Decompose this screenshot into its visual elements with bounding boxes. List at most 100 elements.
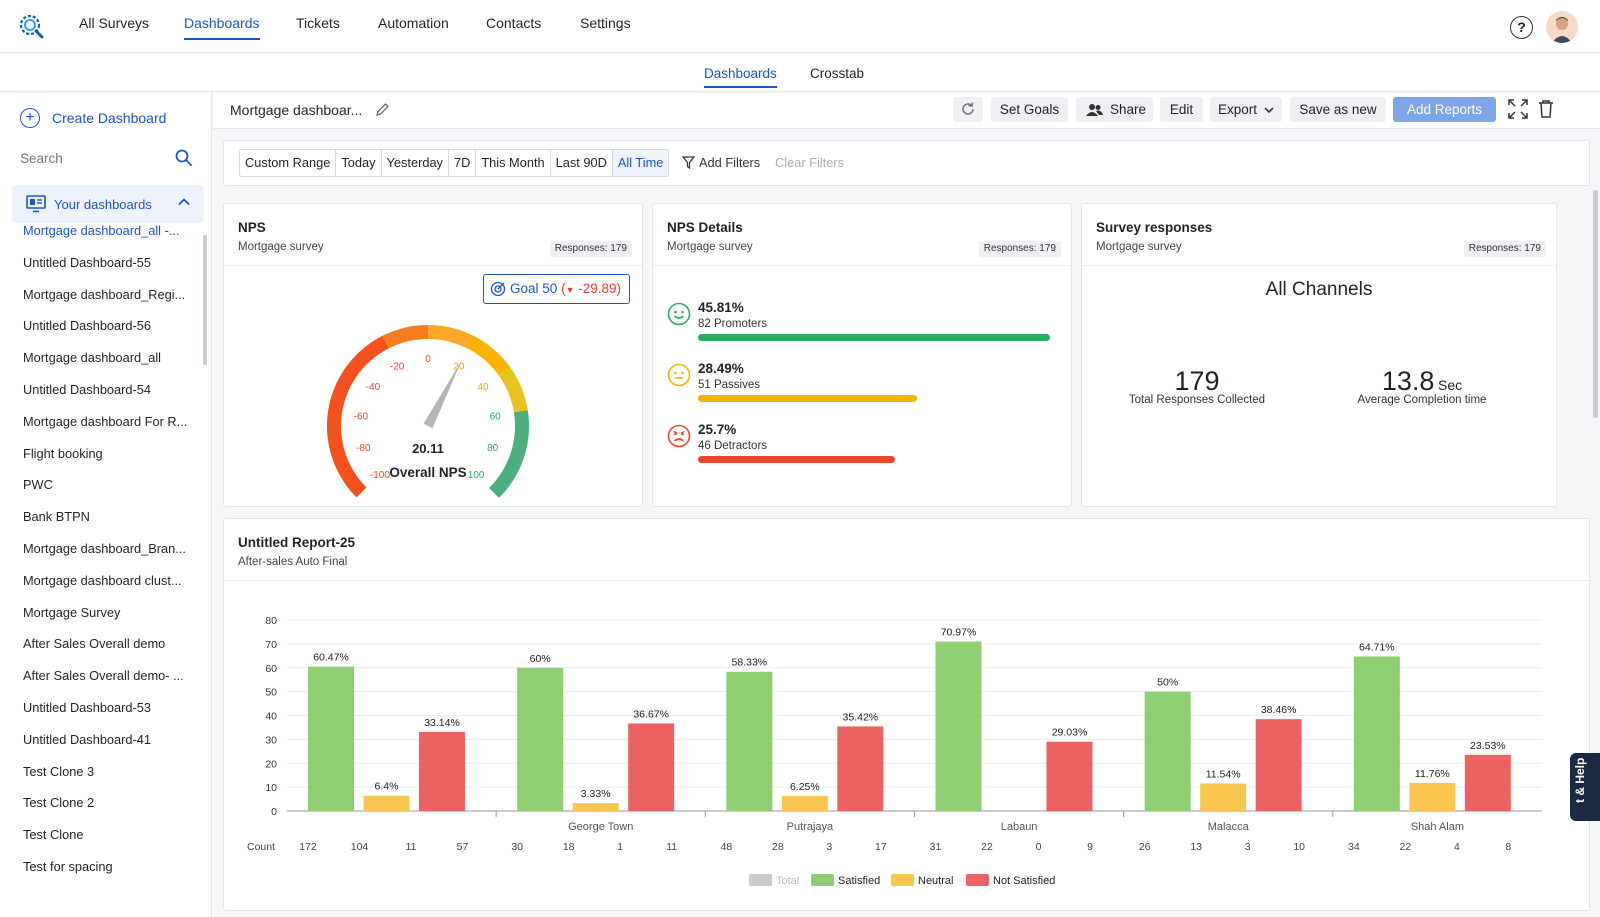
gauge-arc-segment (330, 448, 346, 458)
bar-satisfied[interactable] (517, 667, 564, 811)
range-today[interactable]: Today (336, 150, 382, 176)
nav-automation[interactable]: Automation (378, 15, 449, 31)
bar-satisfied[interactable] (308, 666, 354, 811)
legend-label[interactable]: Total (776, 875, 799, 887)
bar-neutral[interactable] (572, 803, 619, 811)
legend-label[interactable]: Neutral (918, 875, 953, 887)
sidebar-dashboard-item[interactable]: Mortgage dashboard_Bran... (23, 540, 186, 556)
bar-not-satisfied[interactable] (1464, 754, 1511, 811)
bar-neutral[interactable] (781, 796, 828, 811)
nav-settings[interactable]: Settings (580, 15, 631, 31)
gauge-arc-segment (328, 404, 343, 413)
tab-dashboards[interactable]: Dashboards (704, 66, 777, 88)
bar-satisfied[interactable] (726, 671, 773, 811)
save-as-new-button[interactable]: Save as new (1290, 97, 1386, 122)
range-all-time[interactable]: All Time (612, 150, 669, 176)
gauge-arc-segment (512, 440, 528, 449)
edit-pencil-icon[interactable] (375, 102, 390, 117)
sidebar-dashboard-item[interactable]: Test Clone (23, 827, 84, 843)
legend-label[interactable]: Satisfied (838, 875, 880, 887)
responses-badge: Responses: 179 (978, 241, 1061, 257)
legend-swatch[interactable] (966, 874, 989, 886)
range-yesterday[interactable]: Yesterday (382, 150, 449, 176)
avatar[interactable] (1546, 11, 1578, 43)
plus-circle-icon: + (20, 108, 40, 128)
sidebar-dashboard-item[interactable]: Mortgage dashboard clust... (23, 572, 182, 588)
legend-label[interactable]: Not Satisfied (993, 875, 1055, 887)
gauge-arc-segment (329, 444, 345, 453)
bar-satisfied[interactable] (1144, 691, 1191, 811)
legend-swatch[interactable] (891, 874, 914, 886)
share-button[interactable]: Share (1076, 97, 1153, 122)
avg-completion-label: Average Completion time (1357, 394, 1487, 406)
export-dropdown[interactable]: Export (1210, 97, 1282, 122)
main-scrollbar[interactable] (1593, 190, 1598, 418)
sidebar-dashboard-item[interactable]: Mortgage Survey (23, 604, 121, 620)
sidebar-dashboard-item[interactable]: Test for spacing (23, 858, 113, 874)
bar-neutral[interactable] (363, 795, 410, 811)
bar-data-label: 6.4% (375, 781, 399, 793)
sidebar-scrollbar[interactable] (203, 235, 207, 365)
range-last-90d[interactable]: Last 90D (551, 150, 613, 176)
sidebar-dashboard-item[interactable]: Test Clone 3 (23, 763, 95, 779)
bar-neutral[interactable] (1409, 782, 1456, 811)
range-7d[interactable]: 7D (449, 150, 477, 176)
gauge-arc-segment (328, 440, 344, 449)
nav-dashboards[interactable]: Dashboards (184, 15, 260, 40)
trash-icon[interactable] (1536, 99, 1556, 119)
gauge-arc-segment (502, 374, 518, 386)
gauge-arc-segment (463, 333, 475, 349)
bar-not-satisfied[interactable] (837, 726, 884, 811)
sidebar-dashboard-item[interactable]: Mortgage dashboard_Regi... (23, 286, 186, 302)
sidebar-dashboard-item[interactable]: Untitled Dashboard-53 (23, 699, 152, 715)
nav-tickets[interactable]: Tickets (296, 15, 340, 31)
legend-swatch[interactable] (749, 874, 772, 886)
bar-not-satisfied[interactable] (1046, 741, 1093, 811)
legend-swatch[interactable] (811, 874, 834, 886)
sidebar-dashboard-item[interactable]: Untitled Dashboard-56 (23, 318, 152, 334)
fullscreen-icon[interactable] (1508, 99, 1528, 119)
bar-neutral[interactable] (1200, 783, 1247, 811)
range-custom[interactable]: Custom Range (240, 150, 337, 176)
sidebar-dashboard-item[interactable]: Flight booking (23, 445, 103, 461)
gauge-arc-segment (355, 351, 369, 366)
help-tab[interactable]: t & Help (1570, 753, 1600, 821)
sidebar-dashboard-item[interactable]: Test Clone 2 (23, 795, 95, 811)
nav-contacts[interactable]: Contacts (486, 15, 542, 31)
bar-not-satisfied[interactable] (628, 723, 675, 811)
bar-satisfied[interactable] (1353, 656, 1400, 811)
add-reports-button[interactable]: Add Reports (1393, 97, 1496, 122)
bar-not-satisfied[interactable] (419, 731, 465, 811)
sidebar-dashboard-item[interactable]: After Sales Overall demo (23, 636, 166, 652)
bar-data-label: 11.54% (1206, 768, 1241, 780)
nps-detail-percent: 45.81% (698, 300, 744, 315)
search-input[interactable] (20, 145, 160, 171)
sidebar-dashboard-item[interactable]: Mortgage dashboard_all (23, 350, 162, 366)
add-filters-button[interactable]: Add Filters (682, 155, 760, 170)
sidebar-dashboard-item[interactable]: Untitled Dashboard-54 (23, 381, 152, 397)
bar-satisfied[interactable] (935, 641, 982, 811)
goal-badge[interactable]: Goal 50 (▼ -29.89) (483, 274, 630, 304)
your-dashboards-section[interactable]: Your dashboards (12, 185, 204, 223)
tab-crosstab[interactable]: Crosstab (810, 66, 865, 81)
sidebar-dashboard-item[interactable]: PWC (23, 477, 53, 493)
edit-button[interactable]: Edit (1160, 97, 1203, 122)
app-logo-icon[interactable] (16, 11, 46, 41)
sidebar-dashboard-item[interactable]: Mortgage dashboard For R... (23, 413, 188, 429)
sidebar-dashboard-item[interactable]: After Sales Overall demo- ... (23, 668, 184, 684)
gauge-arc-segment (349, 480, 364, 494)
nav-all-surveys[interactable]: All Surveys (79, 15, 150, 31)
sidebar-dashboard-item[interactable]: Bank BTPN (23, 509, 90, 525)
sidebar-dashboard-item[interactable]: Untitled Dashboard-41 (23, 731, 152, 747)
chevron-up-icon[interactable] (178, 196, 190, 208)
refresh-button[interactable] (953, 97, 983, 122)
help-icon[interactable]: ? (1510, 16, 1533, 39)
bar-not-satisfied[interactable] (1255, 719, 1302, 811)
sidebar-dashboard-item[interactable]: Mortgage dashboard_all -... (23, 223, 180, 238)
set-goals-button[interactable]: Set Goals (991, 97, 1068, 122)
search-icon[interactable] (175, 149, 192, 166)
range-this-month[interactable]: This Month (476, 150, 551, 176)
create-dashboard-button[interactable]: + Create Dashboard (20, 107, 166, 129)
clear-filters-button[interactable]: Clear Filters (775, 155, 844, 170)
sidebar-dashboard-item[interactable]: Untitled Dashboard-55 (23, 254, 152, 270)
